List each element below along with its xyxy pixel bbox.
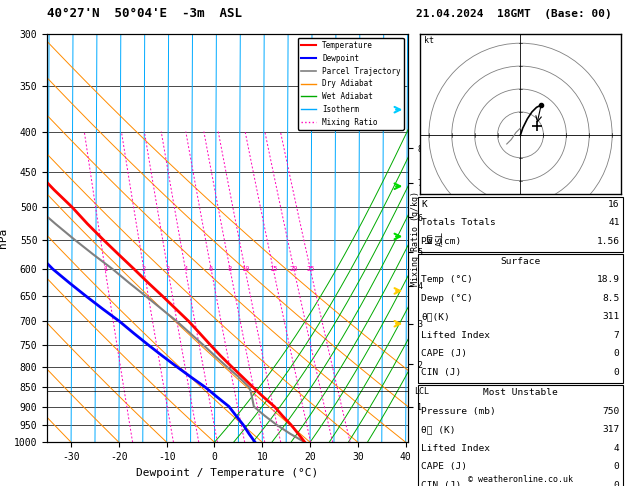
Text: CIN (J): CIN (J) bbox=[421, 481, 462, 486]
Text: Mixing Ratio (g/kg): Mixing Ratio (g/kg) bbox=[411, 191, 420, 286]
Text: 21.04.2024  18GMT  (Base: 00): 21.04.2024 18GMT (Base: 00) bbox=[416, 9, 612, 19]
Text: 15: 15 bbox=[269, 266, 277, 272]
Text: PW (cm): PW (cm) bbox=[421, 237, 462, 245]
Text: 750: 750 bbox=[603, 407, 620, 416]
Text: Most Unstable: Most Unstable bbox=[483, 388, 558, 397]
Text: Lifted Index: Lifted Index bbox=[421, 444, 491, 452]
Text: 16: 16 bbox=[608, 200, 620, 208]
Text: Surface: Surface bbox=[501, 257, 540, 266]
Text: kt: kt bbox=[425, 36, 434, 45]
Text: 1: 1 bbox=[103, 266, 107, 272]
Text: 311: 311 bbox=[603, 312, 620, 321]
Text: 41: 41 bbox=[608, 218, 620, 227]
Text: CAPE (J): CAPE (J) bbox=[421, 349, 467, 358]
Text: 0: 0 bbox=[614, 349, 620, 358]
Text: CIN (J): CIN (J) bbox=[421, 368, 462, 377]
Text: θᴇ(K): θᴇ(K) bbox=[421, 312, 450, 321]
Text: 18.9: 18.9 bbox=[596, 276, 620, 284]
Y-axis label: km
ASL: km ASL bbox=[425, 231, 445, 245]
Text: 10: 10 bbox=[241, 266, 249, 272]
Text: CAPE (J): CAPE (J) bbox=[421, 462, 467, 471]
Text: 20: 20 bbox=[289, 266, 298, 272]
Text: 7: 7 bbox=[614, 331, 620, 340]
Text: 4: 4 bbox=[183, 266, 187, 272]
Text: Lifted Index: Lifted Index bbox=[421, 331, 491, 340]
Text: 4: 4 bbox=[614, 444, 620, 452]
Text: 1.56: 1.56 bbox=[596, 237, 620, 245]
Text: Totals Totals: Totals Totals bbox=[421, 218, 496, 227]
Text: 25: 25 bbox=[306, 266, 314, 272]
Text: K: K bbox=[421, 200, 427, 208]
Text: 8: 8 bbox=[228, 266, 232, 272]
Legend: Temperature, Dewpoint, Parcel Trajectory, Dry Adiabat, Wet Adiabat, Isotherm, Mi: Temperature, Dewpoint, Parcel Trajectory… bbox=[298, 38, 404, 130]
Text: 8.5: 8.5 bbox=[603, 294, 620, 303]
Text: 0: 0 bbox=[614, 368, 620, 377]
Text: 3: 3 bbox=[165, 266, 170, 272]
Text: 0: 0 bbox=[614, 462, 620, 471]
Text: 6: 6 bbox=[209, 266, 213, 272]
Text: 0: 0 bbox=[614, 481, 620, 486]
Text: LCL: LCL bbox=[415, 387, 430, 396]
Text: 40°27'N  50°04'E  -3m  ASL: 40°27'N 50°04'E -3m ASL bbox=[47, 7, 242, 20]
Text: θᴇ (K): θᴇ (K) bbox=[421, 425, 456, 434]
Text: Pressure (mb): Pressure (mb) bbox=[421, 407, 496, 416]
X-axis label: Dewpoint / Temperature (°C): Dewpoint / Temperature (°C) bbox=[136, 468, 318, 478]
Text: Dewp (°C): Dewp (°C) bbox=[421, 294, 473, 303]
Text: 2: 2 bbox=[142, 266, 146, 272]
Text: © weatheronline.co.uk: © weatheronline.co.uk bbox=[468, 474, 573, 484]
Y-axis label: hPa: hPa bbox=[0, 228, 8, 248]
Text: 317: 317 bbox=[603, 425, 620, 434]
Text: Temp (°C): Temp (°C) bbox=[421, 276, 473, 284]
